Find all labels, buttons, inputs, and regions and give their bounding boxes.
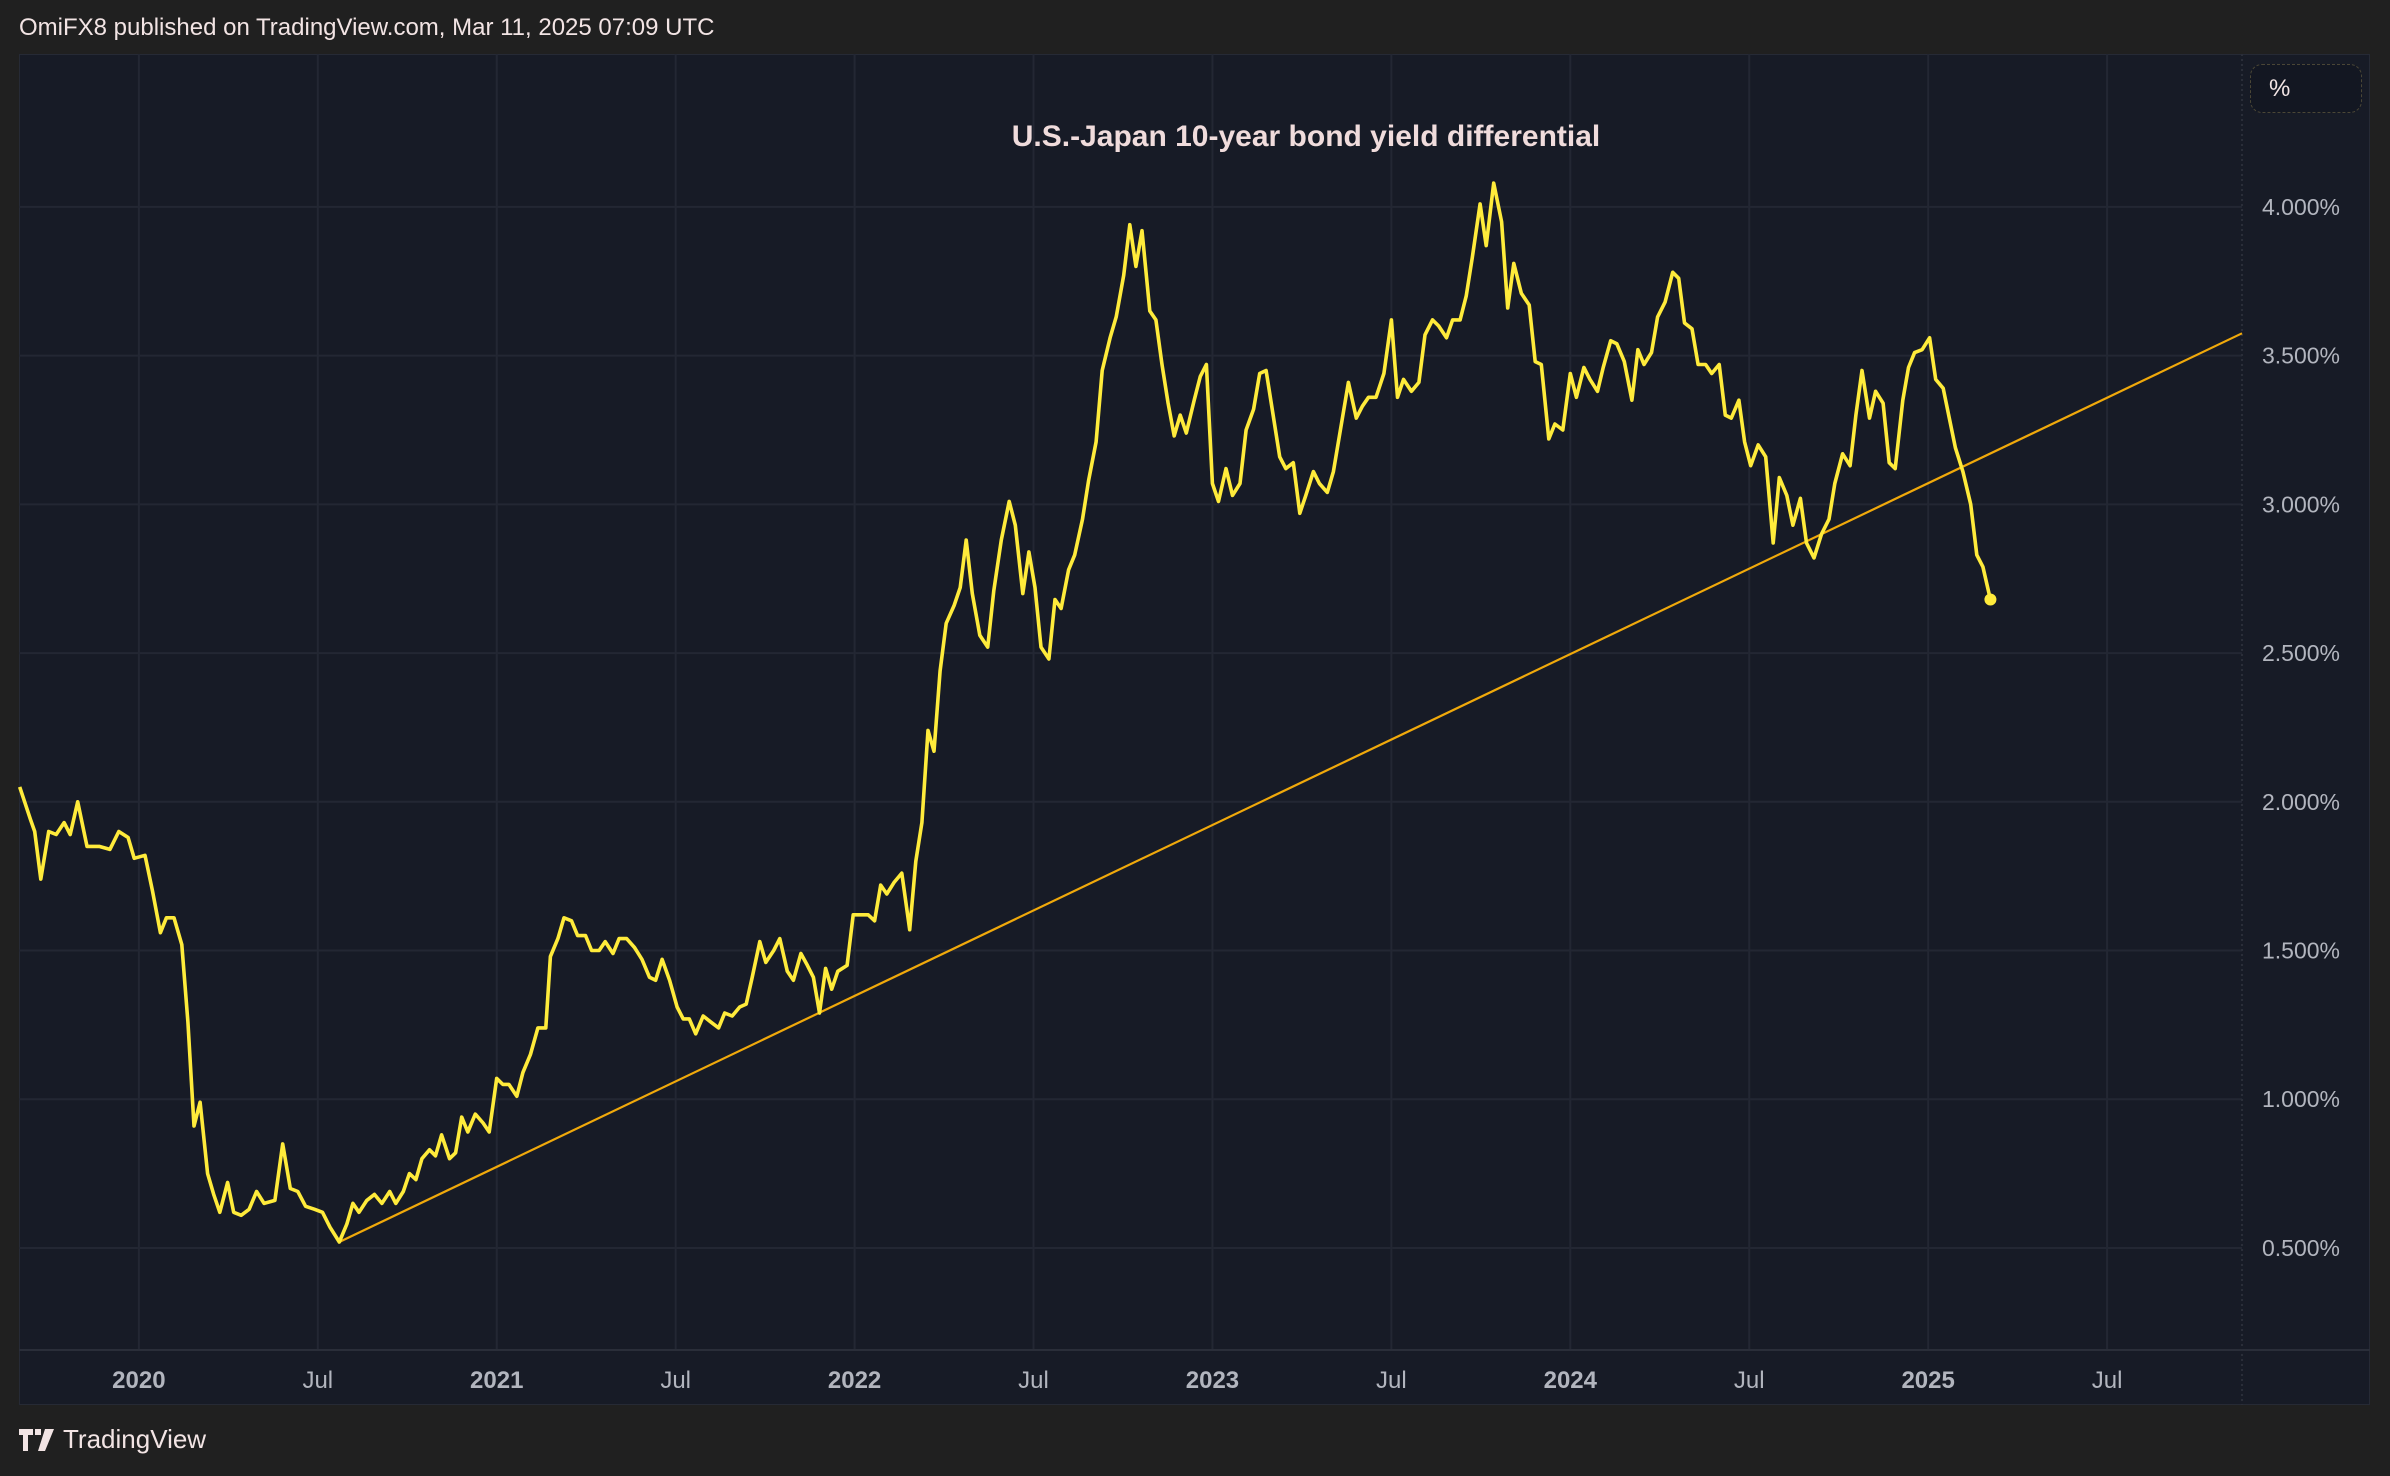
unit-label: % bbox=[2269, 75, 2291, 102]
footer-brand[interactable]: TradingView bbox=[19, 1424, 206, 1455]
y-tick-label: 3.000% bbox=[2262, 491, 2340, 517]
x-tick-label: Jul bbox=[1018, 1367, 1049, 1394]
y-tick-label: 2.500% bbox=[2262, 640, 2340, 666]
y-tick-label: 4.000% bbox=[2262, 194, 2340, 220]
chart-pane[interactable] bbox=[19, 54, 2370, 1405]
publish-info: OmiFX8 published on TradingView.com, Mar… bbox=[19, 14, 715, 41]
unit-toggle-button[interactable]: % bbox=[2250, 64, 2362, 113]
x-tick-label: 2023 bbox=[1186, 1367, 1239, 1394]
yield-series-line[interactable] bbox=[17, 181, 1993, 1244]
y-tick-label: 2.000% bbox=[2262, 789, 2340, 815]
tradingview-logo-icon bbox=[19, 1428, 54, 1451]
y-tick-label: 0.500% bbox=[2262, 1235, 2340, 1261]
x-tick-label: 2021 bbox=[470, 1367, 523, 1394]
x-tick-label: Jul bbox=[1734, 1367, 1765, 1394]
x-tick-label: Jul bbox=[660, 1367, 691, 1394]
x-tick-label: 2020 bbox=[112, 1367, 165, 1394]
x-tick-label: Jul bbox=[1376, 1367, 1407, 1394]
chart-title: U.S.-Japan 10-year bond yield differenti… bbox=[1012, 120, 1601, 153]
x-tick-label: 2022 bbox=[828, 1367, 881, 1394]
trendline[interactable] bbox=[338, 332, 2243, 1244]
y-tick-label: 3.500% bbox=[2262, 343, 2340, 369]
x-tick-label: Jul bbox=[302, 1367, 333, 1394]
y-tick-label: 1.000% bbox=[2262, 1086, 2340, 1112]
x-tick-label: Jul bbox=[2092, 1367, 2123, 1394]
last-value-marker bbox=[1984, 593, 1997, 606]
y-tick-label: 1.500% bbox=[2262, 938, 2340, 964]
x-tick-label: 2025 bbox=[1901, 1367, 1954, 1394]
brand-name: TradingView bbox=[63, 1424, 207, 1454]
x-tick-label: 2024 bbox=[1544, 1367, 1598, 1394]
